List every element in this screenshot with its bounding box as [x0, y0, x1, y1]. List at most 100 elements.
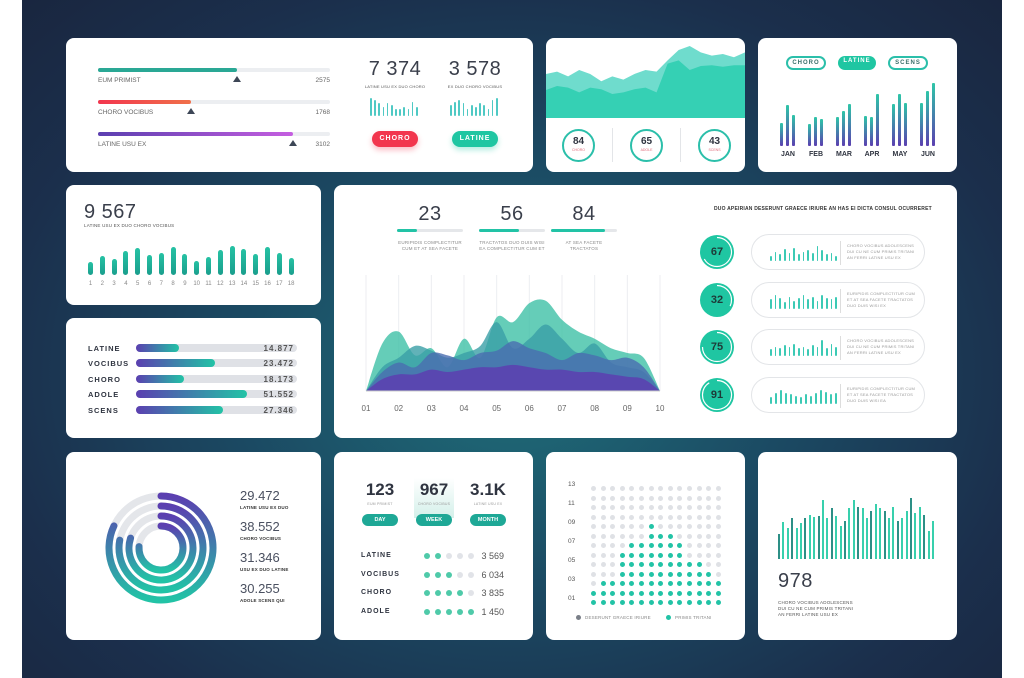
rating-dot [468, 608, 474, 615]
filter-pill-scens[interactable]: SCENS [888, 56, 928, 70]
wave-bar [822, 499, 824, 559]
bar [495, 98, 498, 116]
period-button-month[interactable]: MONTH [470, 514, 506, 526]
matrix-dot [677, 495, 683, 501]
month-bar [836, 117, 839, 146]
ring-chart [101, 488, 221, 613]
gauge-detail-pill[interactable]: EURIPIDIS COMPLECTITUR CUM ET AT SEA FAC… [751, 281, 925, 318]
column-label: 11 [205, 281, 212, 287]
matrix-dot [591, 495, 596, 501]
wave-bar [923, 514, 926, 559]
wave-bar [883, 511, 886, 559]
gauge-detail-pill[interactable]: CHORO VOCIBUS ADOLESCENS DUI CU NE CUM P… [751, 329, 925, 365]
matrix-dot [677, 505, 683, 510]
month-bar [932, 82, 935, 146]
bar [826, 348, 828, 356]
rating-dot [424, 571, 430, 578]
column-bar [229, 246, 235, 275]
bar [785, 392, 787, 404]
matrix-dot [687, 524, 692, 529]
filter-pill-latine[interactable]: LATINE [838, 56, 876, 70]
hbar-value: 51.552 [263, 390, 294, 400]
rating-dot [457, 590, 463, 596]
bar [779, 348, 781, 356]
period-value: 123 [365, 480, 395, 499]
matrix-dot [591, 581, 596, 586]
month-bar [892, 104, 895, 146]
column-label: 10 [193, 281, 201, 287]
matrix-dot [667, 552, 673, 558]
bar [826, 254, 828, 261]
column-label: 14 [240, 281, 248, 287]
matrix-dot [591, 571, 596, 577]
filter-button-choro[interactable]: CHORO [372, 131, 418, 147]
total-value: 9 567 [84, 201, 137, 223]
matrix-dot [629, 562, 635, 567]
matrix-dot [639, 543, 644, 548]
row-label: 11 [568, 500, 575, 507]
wave-bar [892, 506, 895, 559]
gauge-detail-pill[interactable]: CHORO VOCIBUS ADOLESCENS DUI CU NE CUM P… [751, 234, 925, 270]
gauge-value: 91 [710, 388, 724, 401]
rating-dot [446, 608, 452, 615]
hbar-label: VOCIBUS [88, 359, 130, 369]
rating-dot [446, 590, 452, 596]
filter-pill-choro[interactable]: CHORO [786, 56, 826, 70]
period-button-week[interactable]: WEEK [416, 514, 452, 526]
bar [770, 349, 772, 356]
hbar-label: LATINE [88, 344, 121, 353]
matrix-dot [658, 600, 664, 605]
row-value: 3 835 [481, 588, 504, 598]
matrix-dot [677, 486, 683, 491]
gauge-arc [701, 331, 733, 363]
percent-gauge [697, 375, 737, 420]
matrix-dot [677, 552, 683, 558]
matrix-dot [706, 524, 712, 529]
progress-value: 2575 [315, 77, 330, 84]
matrix-dot [696, 562, 702, 567]
matrix-dot [629, 581, 635, 586]
matrix-dot [600, 571, 606, 577]
divider [840, 383, 841, 408]
matrix-dot [600, 486, 606, 491]
matrix-dot [648, 486, 654, 491]
matrix-dot [715, 581, 721, 586]
column-label: 3 [112, 281, 116, 287]
period-caption: LATINE USU EX [473, 502, 503, 506]
matrix-dot [667, 581, 673, 586]
hbar-fill [136, 359, 215, 368]
matrix-dot [619, 581, 625, 586]
bar [462, 103, 465, 116]
bar [798, 348, 800, 356]
matrix-dot [677, 600, 683, 605]
progress-card: EUM PRIMIST 2575 CHORO VOCIBUS 1768 LATINE U… [66, 38, 533, 172]
ring-caption: ADOLE SCENS QUI [240, 598, 285, 603]
stat-fill [479, 229, 519, 232]
month-label: JAN [780, 151, 795, 158]
matrix-dot [639, 552, 644, 558]
filter-button-latine[interactable]: LATINE [452, 131, 498, 147]
matrix-dot [629, 486, 635, 491]
bar [793, 247, 795, 261]
mini-bar-chart [770, 245, 840, 261]
matrix-dot [706, 486, 712, 491]
matrix-dot [715, 514, 721, 520]
matrix-dot [619, 562, 625, 567]
matrix-dot [610, 600, 616, 605]
bar [390, 105, 393, 116]
wave-bar [813, 517, 816, 559]
matrix-dot [658, 581, 664, 586]
bar [821, 250, 823, 261]
mini-bar-chart [770, 293, 840, 309]
period-button-day[interactable]: DAY [362, 514, 398, 526]
gauge-label: SCENS [708, 148, 721, 152]
matrix-dot [619, 486, 625, 491]
bar [802, 295, 805, 309]
x-tick-label: 10 [656, 404, 665, 413]
month-label: MAY [892, 151, 908, 158]
matrix-dot [677, 571, 683, 577]
gauge-detail-pill[interactable]: EURIPIDIS COMPLECTITUR CUM ET AT SEA FAC… [751, 376, 925, 413]
matrix-dot [648, 543, 654, 548]
matrix-dot [648, 600, 654, 605]
